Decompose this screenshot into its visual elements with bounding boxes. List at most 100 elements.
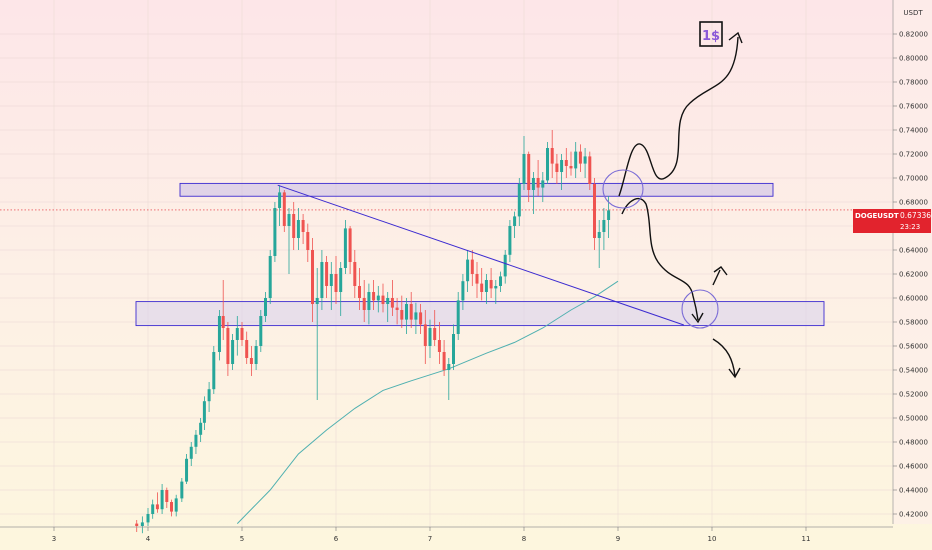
- x-tick-label: 3: [52, 535, 56, 543]
- candle-body: [466, 259, 470, 282]
- y-tick-label: 0.64000: [899, 247, 928, 255]
- candle-body: [583, 156, 587, 164]
- candle-body: [372, 292, 376, 301]
- candle-body: [287, 214, 291, 226]
- candle-body: [390, 298, 394, 308]
- y-tick-label: 0.62000: [899, 271, 928, 279]
- candle-body: [574, 151, 578, 169]
- candle-body: [536, 178, 540, 188]
- candle-body: [207, 389, 211, 402]
- candle-body: [174, 498, 178, 512]
- price-axis[interactable]: USDT 0.82000 0.80000 0.78000 0.76000 0.74000…: [853, 0, 932, 524]
- candle-body: [273, 208, 277, 256]
- price-tag-box: [853, 209, 931, 233]
- time-axis[interactable]: 3 4 5 6 7 8 9 10 11: [0, 526, 893, 543]
- candle-body: [155, 504, 159, 510]
- support-circle: [681, 289, 719, 329]
- candle-body: [386, 298, 390, 304]
- candle-body: [593, 184, 596, 238]
- y-tick-label: 0.72000: [899, 151, 928, 159]
- candle-body: [475, 274, 479, 284]
- candle-body: [560, 160, 564, 172]
- candle-body: [231, 340, 235, 364]
- y-tick-label: 0.74000: [899, 127, 928, 135]
- candle-body: [301, 220, 305, 232]
- candle-body: [202, 401, 206, 423]
- candle-body: [602, 220, 606, 232]
- candle-body: [484, 280, 488, 292]
- descending-trendline: [277, 184, 684, 326]
- bounce-up-arrow-head: [713, 266, 728, 276]
- candle-body: [588, 156, 592, 184]
- candle-body: [235, 328, 239, 340]
- y-tick-label: 0.46000: [899, 463, 928, 471]
- y-tick-label: 0.58000: [899, 319, 928, 327]
- x-tick-label: 5: [240, 535, 244, 543]
- candle-body: [489, 280, 493, 289]
- y-tick-label: 0.50000: [899, 415, 928, 423]
- grid: [0, 0, 893, 527]
- x-tick-label: 8: [522, 535, 526, 543]
- y-tick-label: 0.80000: [899, 55, 928, 63]
- y-tick-label: 0.70000: [899, 175, 928, 183]
- candle-body: [320, 262, 324, 298]
- candle-body: [151, 504, 155, 514]
- candle-body: [140, 522, 144, 526]
- candle-body: [264, 298, 267, 316]
- moving-average: [236, 280, 619, 524]
- candle-body: [343, 228, 347, 268]
- candle-body: [461, 281, 465, 301]
- candle-body: [546, 148, 549, 181]
- candle-body: [185, 458, 189, 482]
- candle-body: [433, 328, 437, 340]
- candle-body: [329, 274, 333, 286]
- zones: [0, 182, 853, 327]
- x-tick-label: 4: [146, 535, 151, 543]
- x-tick-label: 9: [616, 535, 620, 543]
- candle-body: [405, 304, 408, 320]
- y-tick-label: 0.54000: [899, 367, 928, 375]
- hand-drawings: 1$: [602, 21, 743, 379]
- candle-body: [240, 328, 244, 340]
- y-tick-label: 0.52000: [899, 391, 928, 399]
- y-tick-label: 0.48000: [899, 439, 928, 447]
- candle-body: [306, 232, 310, 250]
- candle-body: [278, 192, 282, 208]
- symbol-label: DOGEUSDT: [855, 212, 899, 220]
- candle-body: [358, 286, 361, 298]
- candle-body: [353, 262, 357, 286]
- candle-body: [376, 295, 380, 301]
- countdown-label: 23:23: [900, 223, 920, 231]
- candle-body: [513, 216, 517, 226]
- candle-body: [414, 312, 418, 320]
- candle-body: [315, 298, 319, 304]
- candle-body: [170, 502, 173, 512]
- candle-body: [578, 151, 582, 164]
- candle-body: [607, 210, 611, 220]
- candle-body: [165, 490, 169, 502]
- candle-body: [456, 300, 460, 334]
- candle-body: [135, 523, 139, 526]
- candle-body: [160, 490, 164, 510]
- candle-body: [503, 254, 507, 277]
- candle-body: [221, 316, 225, 328]
- candle-body: [508, 226, 512, 255]
- candle-body: [541, 180, 545, 188]
- candle-body: [597, 232, 601, 238]
- target-label: 1$: [702, 29, 720, 44]
- x-tick-label: 7: [428, 535, 432, 543]
- y-tick-label: 0.44000: [899, 487, 928, 495]
- y-tick-label: 0.82000: [899, 31, 928, 39]
- candle-body: [212, 352, 216, 390]
- candle-body: [522, 154, 526, 184]
- candle-body: [452, 334, 455, 364]
- candle-body: [254, 346, 258, 364]
- y-tick-label: 0.60000: [899, 295, 928, 303]
- candle-body: [442, 352, 446, 370]
- candle-body: [395, 307, 399, 310]
- candle-body: [334, 274, 338, 292]
- candle-body: [409, 304, 413, 320]
- candle-body: [180, 481, 184, 499]
